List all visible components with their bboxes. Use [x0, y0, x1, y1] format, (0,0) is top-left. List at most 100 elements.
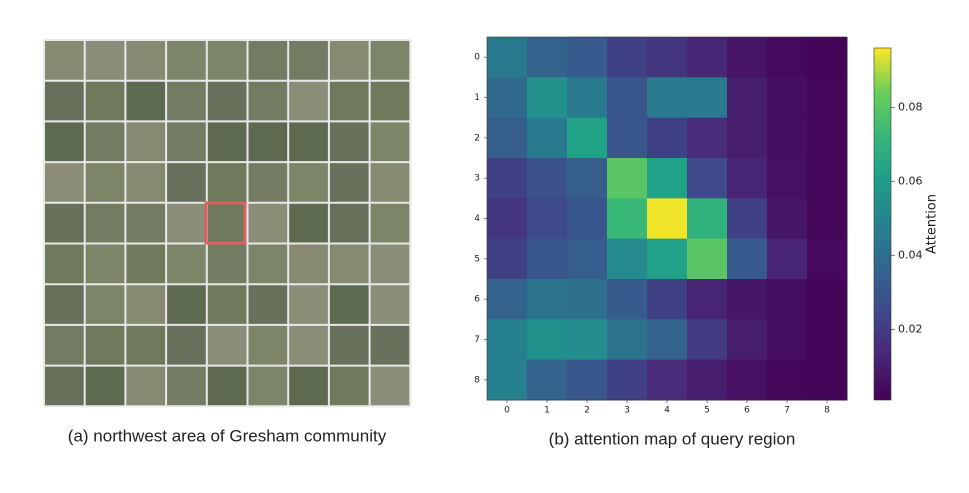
- heatmap-cell: [647, 158, 688, 199]
- x-tick-label: 2: [584, 406, 590, 416]
- map-tile: [247, 243, 289, 285]
- map-tile: [84, 202, 126, 244]
- heatmap-cell: [807, 198, 848, 240]
- map-tile: [328, 162, 370, 203]
- map-tile: [206, 202, 248, 244]
- colorbar: [873, 47, 892, 401]
- map-tile: [369, 324, 411, 366]
- y-tick-label: 7: [474, 335, 480, 345]
- heatmap-cell: [647, 198, 688, 240]
- heatmap-cell: [647, 117, 688, 159]
- aerial-map: [43, 39, 412, 408]
- heatmap-cell: [527, 198, 568, 240]
- map-tile: [288, 365, 329, 407]
- map-tile: [44, 202, 85, 244]
- x-tick-label: 0: [504, 406, 510, 416]
- heatmap-cell: [807, 279, 848, 320]
- heatmap-cell: [527, 77, 568, 119]
- map-tile: [247, 80, 289, 122]
- map-tile: [125, 324, 167, 366]
- caption-b: (b) attention map of query region: [549, 429, 796, 448]
- x-tick-label: 5: [704, 406, 710, 416]
- heatmap-cell: [607, 158, 648, 199]
- map-tile: [247, 365, 289, 407]
- y-tick-label: 5: [474, 254, 480, 264]
- heatmap-cell: [727, 117, 768, 159]
- map-tile: [369, 365, 411, 407]
- map-tile: [369, 284, 411, 325]
- heatmap-cell: [487, 238, 528, 280]
- heatmap-cell: [487, 319, 528, 361]
- map-tile: [44, 284, 85, 325]
- heatmap-cell: [767, 279, 808, 320]
- map-tile: [84, 324, 126, 366]
- map-tile: [288, 40, 329, 81]
- heatmap-cell: [687, 117, 728, 159]
- colorbar-tick-label: 0.08: [898, 100, 923, 113]
- map-tile: [328, 121, 370, 163]
- map-tile: [125, 365, 167, 407]
- heatmap-cell: [647, 37, 688, 78]
- heatmap-cell: [807, 77, 848, 119]
- heatmap-cell: [727, 238, 768, 280]
- heatmap-cell: [607, 37, 648, 78]
- map-tile: [166, 243, 207, 285]
- map-tile: [369, 202, 411, 244]
- map-tile: [84, 40, 126, 81]
- map-tile: [44, 162, 85, 203]
- heatmap-cell: [727, 77, 768, 119]
- map-tile: [166, 202, 207, 244]
- map-tile: [84, 284, 126, 325]
- map-tile: [166, 365, 207, 407]
- y-tick-label: 3: [474, 174, 480, 184]
- heatmap-cell: [807, 359, 848, 401]
- heatmap-cell: [487, 279, 528, 320]
- x-tick-label: 7: [784, 406, 790, 416]
- map-tile: [328, 284, 370, 325]
- map-tile: [44, 80, 85, 122]
- colorbar-tick-label: 0.02: [898, 323, 923, 336]
- map-tile: [328, 365, 370, 407]
- x-tick-label: 8: [824, 406, 830, 416]
- map-tile: [206, 284, 248, 325]
- colorbar-tick-label: 0.04: [898, 248, 923, 261]
- heatmap-cell: [767, 319, 808, 361]
- heatmap-cell: [487, 198, 528, 240]
- heatmap-cell: [767, 198, 808, 240]
- map-tile: [328, 80, 370, 122]
- caption-a: (a) northwest area of Gresham community: [68, 426, 387, 445]
- map-tile: [84, 243, 126, 285]
- x-tick-label: 3: [624, 406, 630, 416]
- map-tile: [166, 121, 207, 163]
- y-tick-label: 2: [474, 133, 480, 143]
- heatmap-cell: [487, 158, 528, 199]
- heatmap-cell: [567, 279, 608, 320]
- map-tile: [166, 40, 207, 81]
- map-tile: [206, 365, 248, 407]
- heatmap-cell: [567, 238, 608, 280]
- heatmap-cell: [647, 238, 688, 280]
- heatmap-cell: [567, 37, 608, 78]
- heatmap-cell: [567, 319, 608, 361]
- map-tile: [84, 80, 126, 122]
- y-tick-label: 0: [474, 53, 480, 63]
- y-tick-label: 8: [474, 375, 480, 385]
- map-tile: [206, 121, 248, 163]
- heatmap-cell: [647, 319, 688, 361]
- map-tile: [369, 162, 411, 203]
- heatmap-cell: [527, 117, 568, 159]
- heatmap-cell: [767, 37, 808, 78]
- map-tile: [206, 80, 248, 122]
- x-tick-label: 6: [744, 406, 750, 416]
- heatmap-cell: [567, 77, 608, 119]
- heatmap-cell: [807, 37, 848, 78]
- heatmap-cell: [687, 198, 728, 240]
- map-tile: [247, 284, 289, 325]
- map-tile: [84, 162, 126, 203]
- heatmap: 0 1 2 3 4 5 6 7 8 0 1 2 3 4 5 6 7 8: [474, 36, 848, 416]
- map-tile: [369, 80, 411, 122]
- heatmap-cell: [567, 198, 608, 240]
- heatmap-cell: [607, 77, 648, 119]
- heatmap-cell: [727, 319, 768, 361]
